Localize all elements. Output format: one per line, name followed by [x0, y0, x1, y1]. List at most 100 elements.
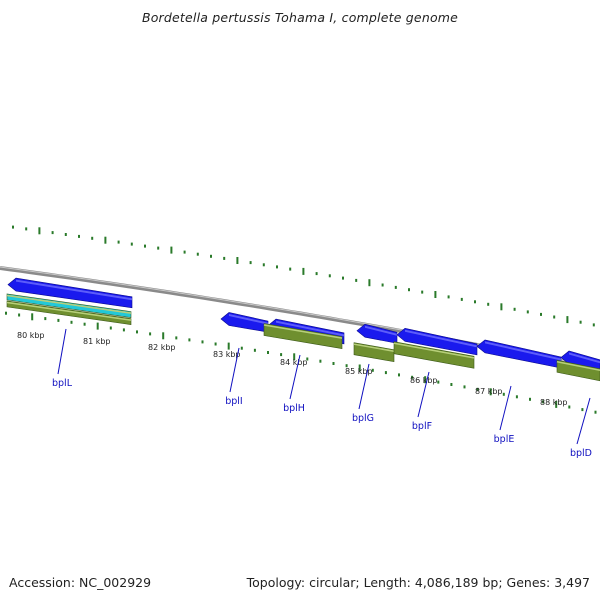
upper-minor-tick [183, 250, 186, 254]
upper-minor-tick [12, 225, 14, 229]
upper-minor-tick [315, 272, 318, 276]
genome-title: Bordetella pertussis Tohama I, complete … [141, 10, 459, 25]
scale-minor-tick [594, 410, 597, 414]
scale-minor-tick [319, 359, 322, 363]
scale-minor-tick [463, 385, 466, 389]
scale-tick-label: 81 kbp [83, 337, 111, 346]
scale-minor-tick [450, 383, 453, 386]
scale-minor-tick [5, 311, 7, 315]
scale-minor-tick [515, 395, 518, 399]
upper-minor-tick [421, 290, 424, 294]
gene-label-bplH[interactable]: bplH [283, 403, 305, 414]
scale-major-tick [96, 322, 99, 330]
upper-minor-tick [289, 267, 292, 271]
accession-text: Accession: NC_002929 [9, 575, 152, 590]
upper-minor-tick [447, 295, 450, 299]
upper-minor-ticks [12, 225, 595, 327]
upper-minor-tick [262, 263, 265, 267]
scale-minor-tick [476, 387, 479, 391]
gene-arrow-bplI[interactable] [220, 312, 269, 333]
scale-major-tick [31, 313, 34, 321]
upper-major-tick [236, 257, 239, 264]
gene-label-bplG[interactable]: bplG [352, 413, 374, 424]
upper-minor-tick [78, 234, 80, 238]
upper-minor-tick [381, 283, 384, 287]
scale-tick-label: 84 kbp [280, 358, 308, 367]
scale-minor-tick [136, 330, 138, 334]
scale-minor-tick [502, 392, 505, 396]
gene-leader-line [576, 397, 591, 445]
upper-major-tick [104, 236, 107, 244]
scale-minor-tick [83, 322, 86, 326]
cds-bar-bplL[interactable] [6, 300, 132, 325]
scale-tick-label: 88 kbp [540, 398, 568, 407]
cds-bar-bplH[interactable] [263, 323, 343, 349]
gene-label-bplL[interactable]: bplL [52, 378, 73, 389]
scale-minor-tick [122, 328, 125, 332]
upper-minor-tick [196, 252, 199, 256]
upper-major-tick [500, 303, 503, 311]
gene-leader-line [417, 371, 430, 418]
gene-arrow-bplG[interactable] [356, 323, 398, 344]
upper-minor-tick [553, 315, 556, 319]
scale-major-tick [227, 342, 230, 350]
upper-minor-tick [64, 233, 67, 236]
upper-minor-tick [117, 240, 120, 244]
scale-tick-label: 87 kbp [475, 387, 503, 396]
gene-label-bplE[interactable]: bplE [494, 434, 515, 445]
scale-minor-tick [568, 405, 571, 409]
upper-major-tick [38, 227, 41, 235]
scale-tick-label: 86 kbp [410, 376, 438, 385]
feature-track [6, 277, 600, 382]
upper-minor-tick [276, 265, 278, 269]
scale-tick-label: 83 kbp [213, 350, 241, 359]
gene-arrow-bplL[interactable] [7, 277, 133, 309]
upper-minor-tick [408, 288, 410, 292]
upper-minor-tick [249, 261, 252, 265]
upper-minor-tick [51, 231, 54, 235]
gene-arrow-bplE[interactable] [476, 339, 562, 369]
scale-major-tick [162, 332, 165, 340]
cds-bar-bplF[interactable] [393, 341, 475, 369]
scale-minor-tick [411, 375, 414, 379]
gene-arrow-bplF[interactable] [396, 327, 478, 356]
cds-bar-bplG[interactable] [353, 342, 395, 363]
upper-minor-tick [487, 302, 490, 306]
scale-tick-label: 80 kbp [17, 331, 45, 340]
upper-minor-tick [328, 274, 331, 278]
gene-label-bplI[interactable]: bplI [225, 396, 243, 407]
upper-minor-tick [144, 244, 146, 248]
scale-minor-tick [44, 317, 47, 321]
scale-minor-tick [280, 353, 283, 357]
scale-minor-tick [175, 336, 178, 340]
gene-label-bplF[interactable]: bplF [412, 421, 432, 432]
upper-minor-tick [592, 323, 595, 327]
upper-minor-tick [130, 242, 133, 246]
upper-minor-tick [223, 256, 226, 260]
upper-minor-tick [342, 276, 344, 280]
scale-minor-tick [306, 357, 309, 361]
gene-leader-line [358, 363, 370, 410]
upper-major-tick [170, 246, 173, 254]
scale-tick-label: 85 kbp [345, 367, 373, 376]
scale-minor-tick [542, 400, 545, 404]
scale-minor-tick [70, 320, 73, 324]
gene-label-bplD[interactable]: bplD [570, 448, 592, 459]
scale-minor-tick [345, 364, 348, 368]
upper-minor-tick [526, 310, 529, 314]
upper-minor-tick [355, 278, 358, 282]
scale-minor-tick [149, 332, 152, 336]
feature-highlight-bplL[interactable] [6, 293, 132, 318]
upper-minor-tick [394, 285, 397, 289]
cds-bar-bplD[interactable] [556, 359, 600, 382]
scale-minor-tick [201, 340, 204, 344]
upper-minor-tick [579, 320, 582, 324]
upper-minor-tick [157, 246, 160, 250]
scale-minor-tick [371, 368, 374, 372]
upper-minor-tick [460, 297, 463, 301]
gene-leader-line [57, 328, 67, 375]
scale-minor-tick [267, 351, 269, 354]
scale-minor-tick [57, 318, 60, 322]
scale-minor-tick [581, 408, 584, 412]
